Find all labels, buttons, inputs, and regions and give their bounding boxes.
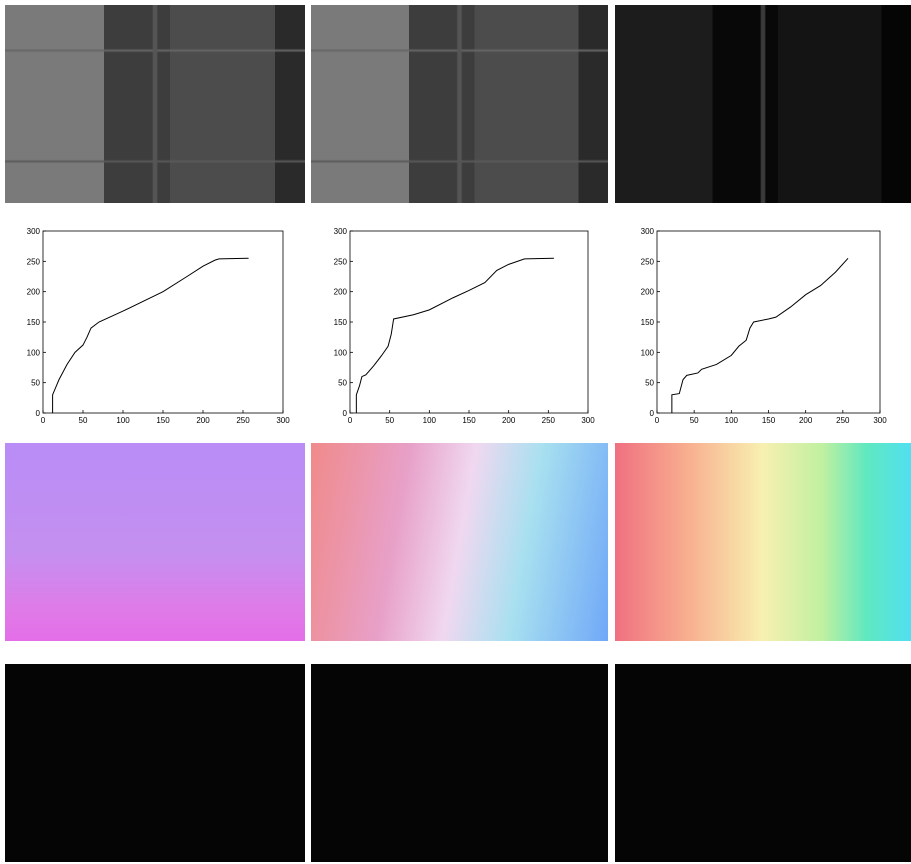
y-tick-label: 100 bbox=[27, 348, 41, 357]
y-tick-label: 200 bbox=[641, 288, 655, 297]
x-tick-label: 300 bbox=[873, 416, 887, 425]
y-tick-label: 250 bbox=[27, 257, 41, 266]
x-tick-label: 0 bbox=[655, 416, 660, 425]
y-tick-label: 50 bbox=[338, 379, 347, 388]
y-tick-label: 100 bbox=[641, 348, 655, 357]
y-tick-label: 200 bbox=[334, 288, 348, 297]
y-tick-label: 200 bbox=[27, 288, 41, 297]
x-tick-label: 50 bbox=[79, 416, 88, 425]
x-tick-label: 250 bbox=[836, 416, 850, 425]
y-tick-label: 0 bbox=[650, 409, 655, 418]
y-tick-label: 150 bbox=[27, 318, 41, 327]
x-tick-label: 100 bbox=[116, 416, 130, 425]
x-tick-label: 200 bbox=[799, 416, 813, 425]
y-tick-label: 150 bbox=[334, 318, 348, 327]
x-tick-label: 50 bbox=[385, 416, 394, 425]
y-tick-label: 0 bbox=[36, 409, 41, 418]
x-tick-label: 200 bbox=[502, 416, 516, 425]
x-tick-label: 150 bbox=[156, 416, 170, 425]
x-tick-label: 0 bbox=[348, 416, 353, 425]
figure: 0 50 100 150 200 250 300 0 50 100 150 200 250 300 0 50 1… bbox=[0, 0, 911, 864]
x-tick-label: 100 bbox=[423, 416, 437, 425]
x-tick-label: 250 bbox=[236, 416, 250, 425]
x-tick-label: 200 bbox=[196, 416, 210, 425]
x-tick-label: 150 bbox=[462, 416, 476, 425]
y-tick-label: 50 bbox=[31, 379, 40, 388]
y-tick-label: 50 bbox=[645, 379, 654, 388]
y-tick-label: 250 bbox=[334, 257, 348, 266]
x-tick-label: 300 bbox=[581, 416, 595, 425]
plot-area bbox=[657, 231, 880, 413]
y-tick-label: 150 bbox=[641, 318, 655, 327]
y-tick-label: 100 bbox=[334, 348, 348, 357]
x-tick-label: 0 bbox=[41, 416, 46, 425]
y-tick-label: 300 bbox=[334, 227, 348, 236]
y-tick-label: 250 bbox=[641, 257, 655, 266]
x-tick-label: 50 bbox=[690, 416, 699, 425]
y-tick-label: 0 bbox=[343, 409, 348, 418]
y-tick-label: 300 bbox=[641, 227, 655, 236]
x-tick-label: 100 bbox=[725, 416, 739, 425]
y-tick-label: 300 bbox=[27, 227, 41, 236]
x-tick-label: 150 bbox=[762, 416, 776, 425]
charts: 0 50 100 150 200 250 300 0 50 100 150 200 250 300 0 50 1… bbox=[0, 0, 911, 864]
x-tick-label: 250 bbox=[542, 416, 556, 425]
x-tick-label: 300 bbox=[276, 416, 290, 425]
